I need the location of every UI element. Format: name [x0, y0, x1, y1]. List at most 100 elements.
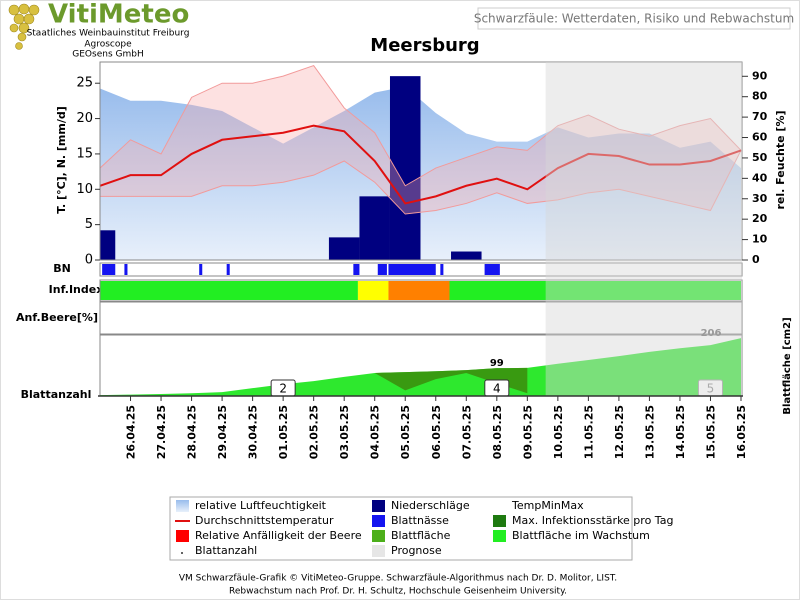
legend-label: Prognose: [391, 544, 442, 557]
institution: Agroscope: [84, 40, 132, 50]
precip-bar: [100, 230, 116, 260]
max-infection: [374, 367, 528, 394]
legend-swatch: [493, 530, 506, 542]
infection-index: [357, 281, 389, 300]
logo-grapes: [8, 3, 40, 50]
y2-tick-label: 0: [752, 253, 760, 266]
forecast-overlay: [545, 62, 742, 396]
leaf-area: [100, 338, 741, 396]
row-label: Blattanzahl: [21, 388, 92, 401]
y-tick-label: 15: [76, 146, 93, 161]
x-tick-label: 10.05.25: [552, 405, 565, 459]
legend-label: TempMinMax: [511, 499, 584, 512]
y-axis-title: T. [°C], N. [mm/d]: [55, 106, 68, 214]
logo-text: VitiMeteo: [48, 0, 189, 30]
footer: VM Schwarzfäule-Grafik © VitiMeteo-Grupp…: [179, 574, 617, 584]
footer: Rebwachstum nach Prof. Dr. H. Schultz, H…: [229, 587, 567, 597]
y-tick-label: 10: [76, 182, 93, 197]
legend-box: [169, 496, 633, 561]
x-tick-label: 01.05.25: [277, 405, 290, 459]
y2-tick-label: 90: [752, 69, 768, 82]
plot-area: [100, 64, 742, 260]
legend-swatch: [176, 530, 189, 542]
infection-index: [449, 281, 741, 300]
leaf-wetness: [199, 264, 203, 275]
y2-tick-label: 10: [752, 233, 768, 246]
leaf-count-label: 5: [707, 382, 715, 396]
x-tick-label: 26.04.25: [125, 405, 138, 459]
x-tick-label: 27.04.25: [155, 405, 168, 459]
y2-tick-label: 70: [752, 110, 768, 123]
x-tick-label: 14.05.25: [674, 405, 687, 459]
leaf-wetness: [226, 264, 230, 275]
y2-axis-title: rel. Feuchte [%]: [774, 111, 787, 210]
institution: Staatliches Weinbauinstitut Freiburg: [27, 29, 190, 39]
leaf-axis-title: Blattfläche [cm2]: [782, 317, 793, 414]
legend-label: Relative Anfälligkeit der Beere: [195, 529, 362, 542]
x-tick-label: 15.05.25: [704, 405, 717, 459]
leaf-area-label: 99: [490, 358, 504, 369]
y2-tick-label: 60: [752, 131, 768, 144]
y2-tick-label: 30: [752, 192, 768, 205]
leaf-wetness: [353, 264, 360, 275]
inf-row: [99, 279, 743, 302]
y-tick-label: 25: [76, 76, 93, 91]
x-tick-label: 02.05.25: [308, 405, 321, 459]
subtitle: Schwarzfäule: Wetterdaten, Risiko und Re…: [474, 12, 794, 26]
temp-min-max-band: [100, 64, 742, 215]
legend-label: Blattnässe: [391, 514, 449, 527]
leaf-count-label: 2: [279, 382, 287, 396]
y-tick-label: 5: [85, 217, 93, 232]
x-tick-label: 06.05.25: [430, 405, 443, 459]
x-tick-label: 29.04.25: [216, 405, 229, 459]
leaf-area-label: 206: [701, 328, 722, 339]
leaf-wetness: [440, 264, 444, 275]
legend-label: Max. Infektionsstärke pro Tag: [512, 514, 673, 527]
legend-label: Blattanzahl: [195, 544, 257, 557]
leaf-wetness: [388, 264, 436, 275]
plot-border: [99, 61, 743, 261]
infection-index: [388, 281, 450, 300]
legend-swatch: [372, 545, 385, 557]
berry-row: [99, 301, 743, 335]
x-tick-label: 09.05.25: [521, 405, 534, 459]
avg-temp-line: [100, 124, 742, 205]
legend-label: Durchschnittstemperatur: [195, 514, 334, 527]
legend-label: Niederschläge: [391, 499, 470, 512]
legend-swatch: [176, 500, 189, 512]
legend-swatch: [372, 515, 385, 527]
row-label: Inf.Index: [49, 283, 104, 296]
leaf-wetness: [124, 264, 128, 275]
x-tick-label: 30.04.25: [247, 405, 260, 459]
x-tick-label: 11.05.25: [582, 405, 595, 459]
y2-tick-label: 20: [752, 212, 768, 225]
x-tick-label: 16.05.25: [735, 405, 748, 459]
row-label: BN: [53, 262, 71, 275]
x-tick-label: 07.05.25: [460, 405, 473, 459]
x-tick-label: 04.05.25: [369, 405, 382, 459]
precip-bar: [451, 251, 482, 260]
x-tick-label: 03.05.25: [338, 405, 351, 459]
legend-swatch: [181, 552, 183, 554]
legend-swatch: [372, 500, 385, 512]
infection-index: [100, 281, 358, 300]
y2-tick-label: 80: [752, 90, 768, 103]
y2-tick-label: 40: [752, 171, 768, 184]
y2-tick-label: 50: [752, 151, 768, 164]
leaf-wetness: [484, 264, 500, 275]
institution: GEOsens GmbH: [72, 50, 143, 60]
legend-label: relative Luftfeuchtigkeit: [195, 499, 327, 512]
row-label: Anf.Beere[%]: [16, 311, 98, 324]
x-tick-label: 12.05.25: [613, 405, 626, 459]
x-tick-label: 13.05.25: [643, 405, 656, 459]
x-tick-label: 28.04.25: [186, 405, 199, 459]
legend-label: Blattfläche im Wachstum: [512, 529, 650, 542]
leaf-count-label: 4: [493, 382, 501, 396]
x-tick-label: 05.05.25: [399, 405, 412, 459]
legend-swatch: [372, 530, 385, 542]
legend-swatch: [493, 515, 506, 527]
y-tick-label: 0: [85, 253, 93, 268]
precip-bar: [328, 237, 360, 260]
legend-label: Blattfläche: [391, 529, 451, 542]
